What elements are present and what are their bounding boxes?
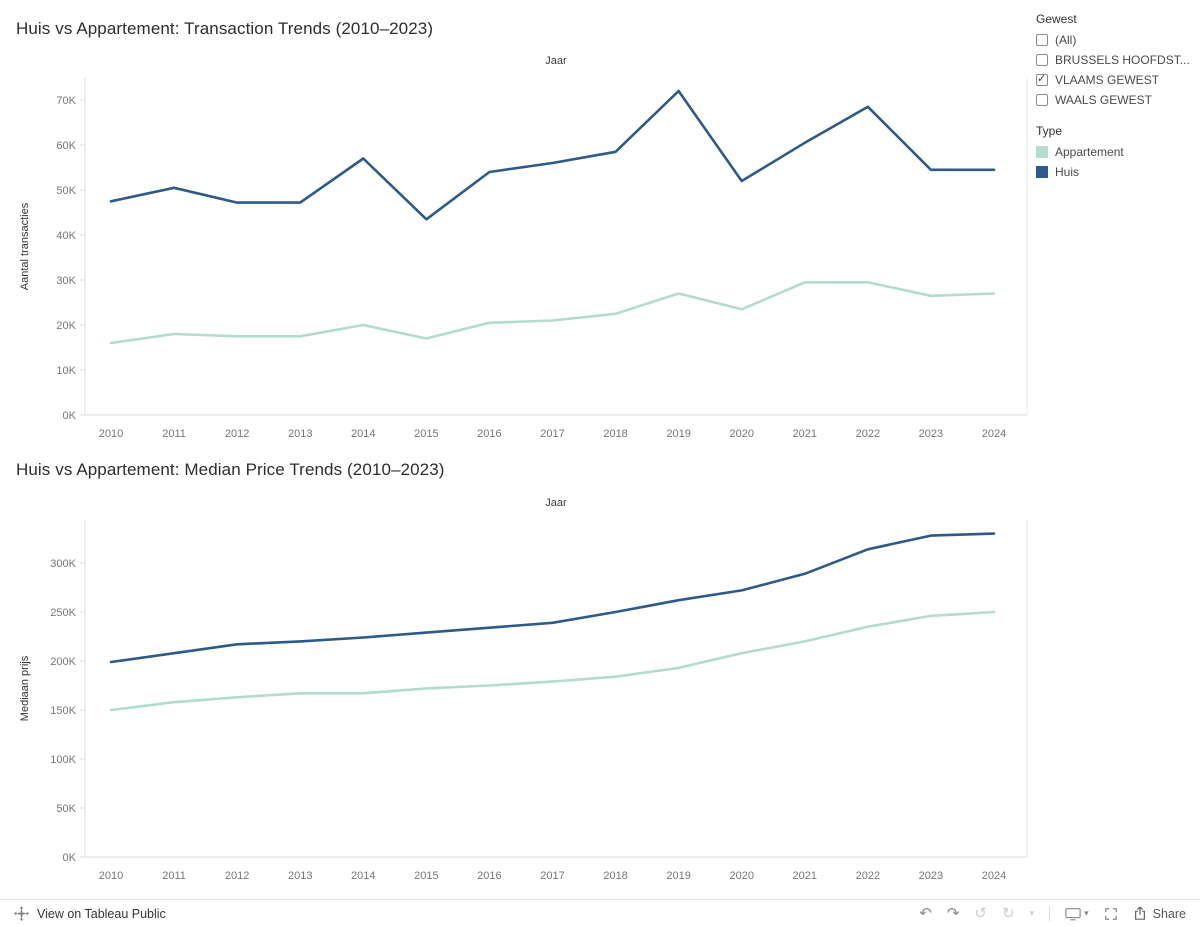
svg-text:2010: 2010 — [99, 870, 123, 882]
svg-text:2012: 2012 — [225, 870, 249, 882]
share-label: Share — [1152, 906, 1186, 921]
legend-item-label: Huis — [1055, 165, 1080, 179]
share-button[interactable]: Share — [1133, 906, 1186, 921]
undo-icon[interactable]: ↶ — [919, 905, 932, 922]
svg-text:2010: 2010 — [99, 428, 123, 440]
svg-text:2021: 2021 — [793, 870, 817, 882]
svg-text:60K: 60K — [56, 140, 76, 152]
filter-panel: Gewest (All) BRUSSELS HOOFDST... VLAAMS … — [1036, 0, 1198, 890]
svg-text:250K: 250K — [50, 607, 76, 619]
gewest-option-waals[interactable]: WAALS GEWEST — [1036, 90, 1198, 110]
prices-xaxis-field-label: Jaar — [545, 497, 567, 509]
view-on-tableau-link[interactable]: View on Tableau Public — [14, 906, 166, 921]
svg-text:50K: 50K — [56, 185, 76, 197]
svg-text:2011: 2011 — [162, 870, 186, 882]
svg-text:2011: 2011 — [162, 428, 186, 440]
gewest-option-label: BRUSSELS HOOFDST... — [1055, 53, 1190, 67]
prices-chart-title: Huis vs Appartement: Median Price Trends… — [16, 460, 445, 479]
svg-text:2020: 2020 — [729, 428, 753, 440]
svg-text:200K: 200K — [50, 656, 76, 668]
gewest-option-brussels[interactable]: BRUSSELS HOOFDST... — [1036, 50, 1198, 70]
bottom-toolbar: View on Tableau Public ↶ ↷ ↺ ↻ ▾ ▾ — [0, 899, 1200, 927]
svg-text:2015: 2015 — [414, 428, 438, 440]
svg-text:Mediaan prijs: Mediaan prijs — [19, 655, 31, 721]
gewest-filter: Gewest (All) BRUSSELS HOOFDST... VLAAMS … — [1036, 12, 1198, 110]
svg-text:2013: 2013 — [288, 870, 312, 882]
device-caret-icon: ▾ — [1084, 908, 1089, 918]
svg-text:2019: 2019 — [666, 870, 690, 882]
gewest-option-label: VLAAMS GEWEST — [1055, 73, 1160, 87]
svg-text:2022: 2022 — [856, 870, 880, 882]
gewest-filter-title: Gewest — [1036, 12, 1077, 26]
refresh-icon[interactable]: ↻ — [1002, 905, 1015, 922]
type-legend-title: Type — [1036, 124, 1063, 138]
svg-text:30K: 30K — [56, 275, 76, 287]
svg-text:150K: 150K — [50, 705, 76, 717]
fullscreen-icon[interactable] — [1104, 907, 1118, 921]
gewest-option-vlaams[interactable]: VLAAMS GEWEST — [1036, 70, 1198, 90]
svg-text:20K: 20K — [56, 320, 76, 332]
svg-text:40K: 40K — [56, 230, 76, 242]
svg-text:2018: 2018 — [603, 428, 627, 440]
checkbox-icon[interactable] — [1036, 72, 1048, 86]
svg-text:Aantal transacties: Aantal transacties — [19, 202, 31, 290]
svg-text:2021: 2021 — [793, 428, 817, 440]
gewest-option-label: (All) — [1055, 33, 1077, 47]
revert-icon[interactable]: ↺ — [974, 905, 987, 922]
checkbox-icon[interactable] — [1036, 54, 1048, 66]
huis-color-swatch — [1036, 166, 1048, 178]
tableau-logo-icon — [14, 906, 29, 921]
gewest-option-all[interactable]: (All) — [1036, 30, 1198, 50]
type-legend: Type Appartement Huis — [1036, 124, 1198, 182]
svg-text:0K: 0K — [63, 852, 77, 864]
view-on-tableau-label: View on Tableau Public — [37, 906, 166, 921]
toolbar-divider — [1049, 906, 1051, 921]
svg-text:2017: 2017 — [540, 870, 564, 882]
svg-text:2016: 2016 — [477, 428, 501, 440]
svg-text:70K: 70K — [56, 95, 76, 107]
svg-text:300K: 300K — [50, 558, 76, 570]
checkbox-icon[interactable] — [1036, 34, 1048, 46]
svg-text:2022: 2022 — [856, 428, 880, 440]
svg-text:0K: 0K — [63, 410, 77, 422]
legend-item-appartement[interactable]: Appartement — [1036, 142, 1198, 162]
svg-text:2013: 2013 — [288, 428, 312, 440]
transactions-chart-title: Huis vs Appartement: Transaction Trends … — [16, 19, 434, 38]
svg-text:2018: 2018 — [603, 870, 627, 882]
svg-text:100K: 100K — [50, 754, 76, 766]
svg-text:2020: 2020 — [729, 870, 753, 882]
svg-text:2023: 2023 — [919, 870, 943, 882]
svg-text:2017: 2017 — [540, 428, 564, 440]
svg-text:10K: 10K — [56, 365, 76, 377]
transactions-xaxis-field-label: Jaar — [545, 55, 567, 67]
caret-down-icon[interactable]: ▾ — [1029, 908, 1035, 918]
svg-text:2019: 2019 — [666, 428, 690, 440]
svg-text:2023: 2023 — [919, 428, 943, 440]
device-preview-icon[interactable]: ▾ — [1065, 907, 1089, 921]
gewest-option-label: WAALS GEWEST — [1055, 93, 1152, 107]
toolbar-actions: ↶ ↷ ↺ ↻ ▾ ▾ — [919, 906, 1186, 921]
svg-text:50K: 50K — [56, 803, 76, 815]
legend-item-label: Appartement — [1055, 145, 1124, 159]
legend-item-huis[interactable]: Huis — [1036, 162, 1198, 182]
svg-text:2012: 2012 — [225, 428, 249, 440]
svg-text:2014: 2014 — [351, 428, 375, 440]
transactions-chart[interactable]: 0K 10K 20K 30K 40K 50K 60K 70K 2010 2011 2012 2013 2… — [0, 70, 1030, 450]
svg-text:2015: 2015 — [414, 870, 438, 882]
svg-text:2024: 2024 — [982, 428, 1006, 440]
share-icon — [1133, 906, 1147, 921]
svg-text:2024: 2024 — [982, 870, 1006, 882]
checkbox-icon[interactable] — [1036, 94, 1048, 106]
svg-text:2016: 2016 — [477, 870, 501, 882]
svg-text:2014: 2014 — [351, 870, 375, 882]
redo-icon[interactable]: ↷ — [946, 905, 960, 922]
prices-chart[interactable]: 0K 50K 100K 150K 200K 250K 300K 2010 2011 2012 201… — [0, 512, 1030, 892]
appartement-color-swatch — [1036, 146, 1048, 158]
